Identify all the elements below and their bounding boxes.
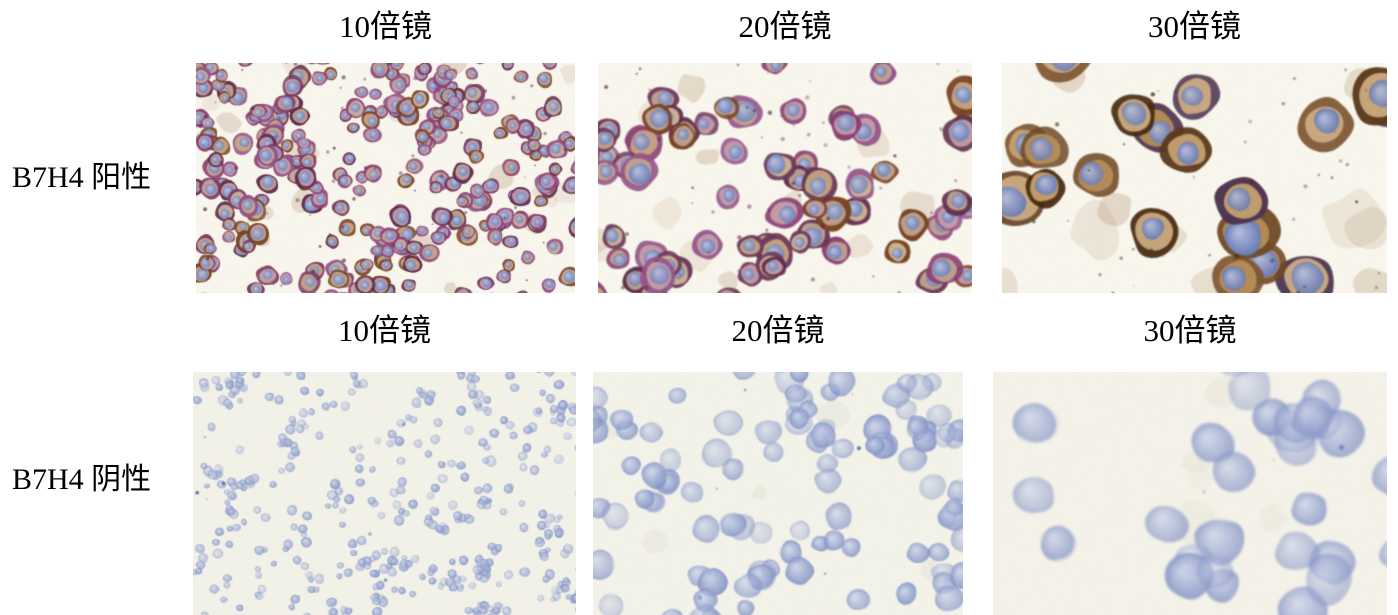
micrograph-panel-negative-10x bbox=[193, 372, 576, 615]
row-label-b7h4-positive: B7H4 阳性 bbox=[12, 161, 152, 194]
micrograph-panel-negative-20x bbox=[593, 372, 963, 615]
micrograph-b7h4-positive-20x bbox=[598, 63, 972, 293]
micrograph-b7h4-positive-10x bbox=[196, 63, 575, 293]
micrograph-b7h4-negative-30x bbox=[993, 372, 1387, 615]
column-header-row1-10x: 10倍镜 bbox=[339, 9, 432, 44]
row-label-b7h4-negative: B7H4 阴性 bbox=[12, 463, 152, 496]
micrograph-b7h4-negative-10x bbox=[193, 372, 576, 615]
column-header-row1-30x: 30倍镜 bbox=[1148, 9, 1241, 44]
column-header-row1-20x: 20倍镜 bbox=[738, 9, 832, 44]
micrograph-b7h4-negative-20x bbox=[593, 372, 963, 615]
column-header-row2-30x: 30倍镜 bbox=[1143, 313, 1237, 348]
micrograph-panel-negative-30x bbox=[993, 372, 1387, 615]
micrograph-b7h4-positive-30x bbox=[1002, 63, 1387, 293]
micrograph-panel-positive-20x bbox=[598, 63, 972, 293]
micrograph-panel-positive-30x bbox=[1002, 63, 1387, 293]
column-header-row2-20x: 20倍镜 bbox=[731, 313, 825, 348]
column-header-row2-10x: 10倍镜 bbox=[338, 313, 431, 348]
micrograph-panel-positive-10x bbox=[196, 63, 575, 293]
